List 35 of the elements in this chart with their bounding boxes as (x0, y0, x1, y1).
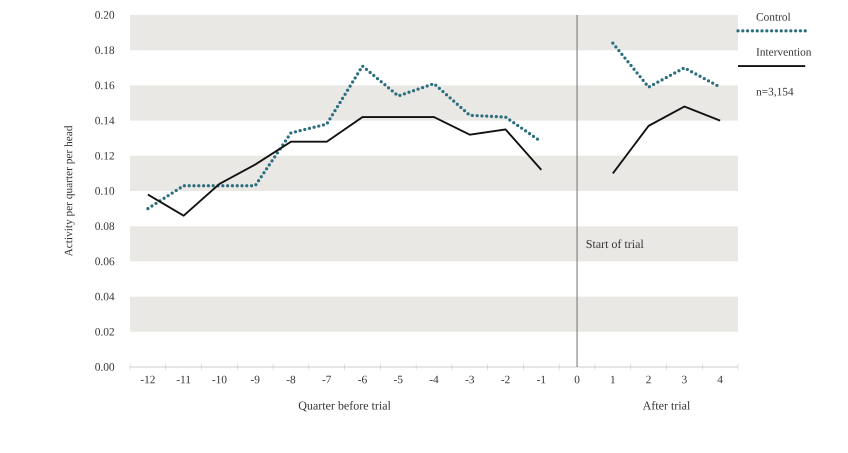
x-tick-label: 2 (646, 376, 651, 384)
x-tick-label: 1 (611, 376, 615, 384)
x-tick-label: -11 (176, 376, 190, 384)
y-tick-label: 0.06 (95, 258, 114, 266)
x-tick-label: -9 (250, 376, 260, 384)
text: Control (756, 12, 790, 21)
x-tick-label: 3 (682, 376, 687, 384)
y-axis-title: Activity per quarter per head (64, 126, 75, 256)
x-tick-label: -6 (358, 376, 367, 384)
y-tick-label: 0.10 (95, 187, 114, 195)
x-tick-label: -1 (537, 376, 546, 384)
y-tick-label: 0.12 (95, 152, 114, 160)
y-tick-label: 0.20 (95, 11, 114, 19)
x-tick-label: 0 (574, 376, 580, 384)
x-tick-label: -2 (501, 376, 510, 384)
y-tick-label: 0.00 (95, 363, 114, 371)
y-tick-label: 0.08 (95, 222, 114, 230)
y-tick-label: 0.16 (95, 82, 114, 90)
text: n=3,154 (756, 88, 794, 98)
y-tick-label: 0.04 (95, 292, 114, 300)
x-tick-label: -7 (322, 376, 332, 384)
text: Intervention (756, 48, 812, 56)
x-tick-label: -8 (286, 376, 296, 384)
x-tick-label: 4 (718, 376, 723, 384)
x-tick-label: -5 (394, 376, 403, 384)
text: After trial (642, 401, 690, 410)
x-tick-label: -12 (140, 376, 155, 384)
y-tick-label: 0.14 (95, 116, 114, 124)
x-axis-title: Quarter before trial (298, 401, 391, 412)
x-tick-label: -10 (212, 376, 227, 384)
y-tick-label: 0.02 (95, 328, 114, 336)
ref-line-label: Start of trial (586, 240, 644, 248)
x-tick-label: -4 (430, 376, 439, 384)
y-tick-label: 0.18 (95, 46, 114, 54)
x-tick-label: -3 (465, 376, 474, 384)
